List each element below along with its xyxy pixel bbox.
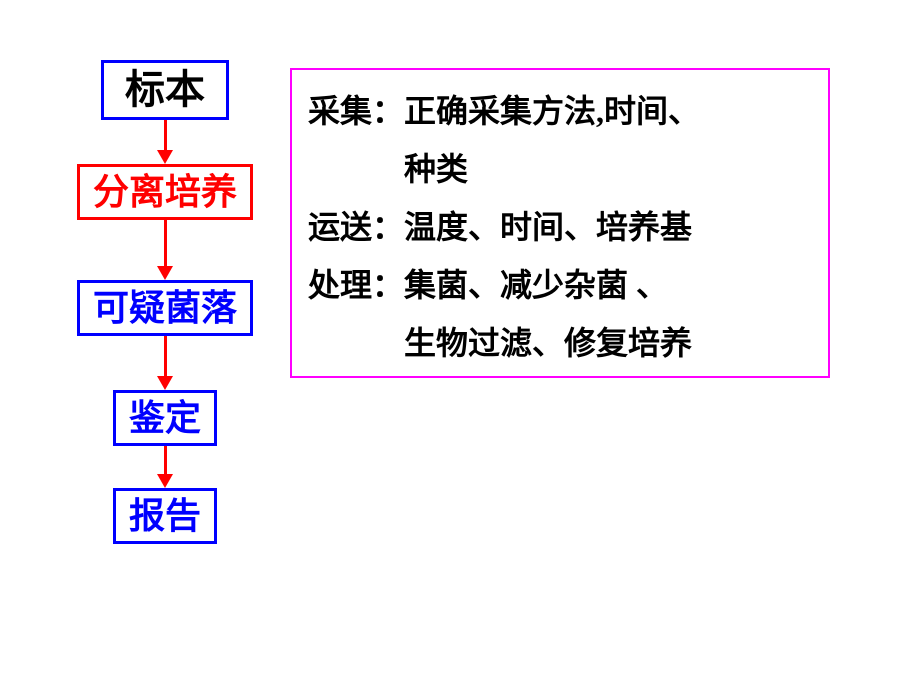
flow-node-0: 标本 — [101, 60, 229, 120]
flow-arrow-1 — [157, 220, 173, 280]
flow-node-4: 报告 — [113, 488, 217, 544]
flow-node-1: 分离培养 — [77, 164, 253, 220]
info-line-0: 采集：正确采集方法,时间、 — [308, 82, 812, 140]
flow-arrow-0 — [157, 120, 173, 164]
info-box: 采集：正确采集方法,时间、 种类运送：温度、时间、培养基处理：集菌、减少杂菌 、… — [290, 68, 830, 378]
flow-arrow-3 — [157, 446, 173, 488]
info-line-2: 运送：温度、时间、培养基 — [308, 198, 812, 256]
info-line-1: 种类 — [308, 140, 812, 198]
flow-arrow-2 — [157, 336, 173, 390]
flowchart-container: 标本分离培养可疑菌落鉴定报告 — [77, 60, 253, 544]
flow-node-3: 鉴定 — [113, 390, 217, 446]
flow-node-2: 可疑菌落 — [77, 280, 253, 336]
info-line-4: 生物过滤、修复培养 — [308, 314, 812, 372]
info-line-3: 处理：集菌、减少杂菌 、 — [308, 256, 812, 314]
